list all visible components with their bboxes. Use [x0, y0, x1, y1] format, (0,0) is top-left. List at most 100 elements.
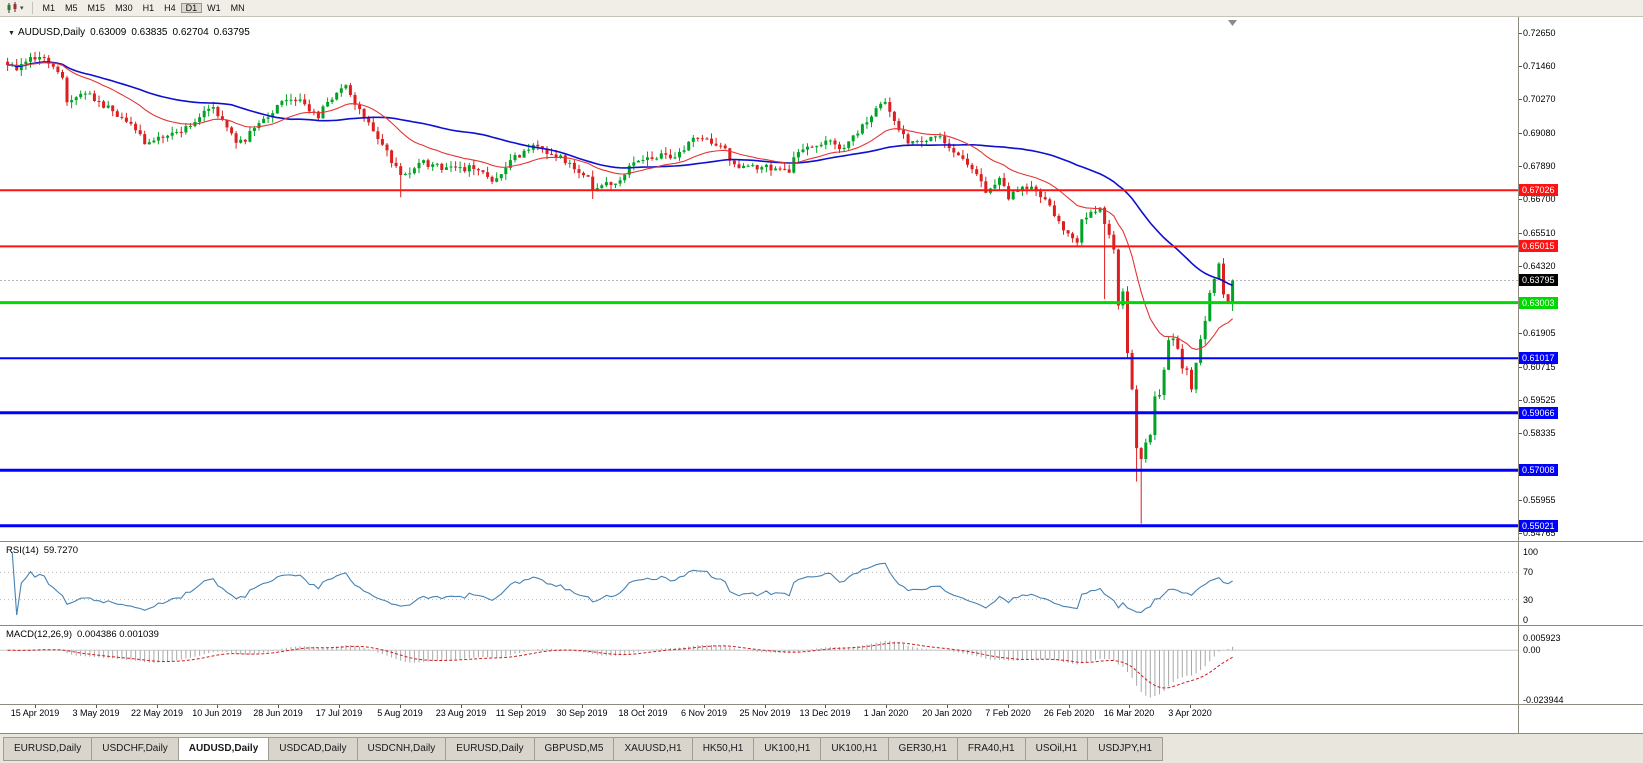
price-axis-tick: 0.69080	[1523, 128, 1556, 138]
date-axis-label: 26 Feb 2020	[1043, 708, 1095, 718]
price-axis-tick: 0.59525	[1523, 395, 1556, 405]
price-level-badge: 0.61017	[1519, 352, 1558, 364]
chart-tab-7-xauusd-h1[interactable]: XAUUSD,H1	[613, 736, 693, 761]
price-axis-tick-mark	[1519, 367, 1522, 368]
toolbar-separator	[31, 2, 33, 14]
dropdown-triangle-icon[interactable]: ▼	[8, 30, 15, 37]
rsi-line	[11, 551, 1233, 616]
ohlc-high: 0.63835	[131, 27, 168, 38]
date-axis-tick-mark	[400, 705, 401, 708]
ohlc-open: 0.63009	[90, 27, 127, 38]
date-axis-label: 15 Apr 2019	[10, 708, 60, 718]
timeframe-button-m5[interactable]: M5	[65, 3, 78, 13]
date-axis-label: 28 Jun 2019	[253, 708, 303, 718]
macd-name: MACD(12,26,9)	[6, 629, 72, 640]
price-axis-tick: 0.60715	[1523, 362, 1556, 372]
chart-shift-marker	[1228, 20, 1237, 26]
date-axis-tick-mark	[96, 705, 97, 708]
price-level-badge: 0.65015	[1519, 240, 1558, 252]
date-axis-tick-mark	[1190, 705, 1191, 708]
rsi-name: RSI(14)	[6, 545, 39, 556]
timeframe-button-m1[interactable]: M1	[42, 3, 56, 13]
price-axis-tick-mark	[1519, 199, 1522, 200]
date-axis-label: 16 Mar 2020	[1103, 708, 1155, 718]
macd-axis-tick: 0.005923	[1523, 633, 1561, 643]
date-axis-tick-mark	[157, 705, 158, 708]
macd-label: MACD(12,26,9) 0.004386 0.001039	[6, 629, 164, 640]
timeframe-button-m15[interactable]: M15	[87, 3, 106, 13]
price-level-badge: 0.67026	[1519, 184, 1558, 196]
chart-tab-9-uk100-h1[interactable]: UK100,H1	[753, 736, 822, 761]
date-axis-tick-mark	[1129, 705, 1130, 708]
date-axis-label: 20 Jan 2020	[922, 708, 972, 718]
candlestick-glyph	[7, 2, 17, 13]
chart-tab-3-usdcad-daily[interactable]: USDCAD,Daily	[268, 736, 358, 761]
date-axis-label: 1 Jan 2020	[863, 708, 909, 718]
candlestick-chart-icon[interactable]: ▾	[3, 0, 27, 16]
date-axis-tick-mark	[278, 705, 279, 708]
price-axis-tick: 0.64320	[1523, 261, 1556, 271]
date-axis-tick-mark	[35, 705, 36, 708]
macd-value: 0.004386 0.001039	[77, 629, 159, 640]
date-axis-tick-mark	[947, 705, 948, 708]
date-axis-label: 25 Nov 2019	[739, 708, 791, 718]
chart-symbol-label: AUDUSD,Daily	[17, 27, 86, 38]
date-axis-tick-mark	[886, 705, 887, 708]
rsi-axis-tick: 30	[1523, 595, 1534, 605]
timeframe-button-group: M1 M5 M15 M30 H1 H4 D1 W1 MN	[38, 0, 250, 16]
price-axis-tick-mark	[1519, 533, 1522, 534]
pane-separator[interactable]	[0, 541, 1643, 542]
date-axis-label: 6 Nov 2019	[680, 708, 728, 718]
chart-tab-12-fra40-h1[interactable]: FRA40,H1	[956, 736, 1026, 761]
price-axis-tick: 0.58335	[1523, 428, 1556, 438]
horizontal-level-lines	[0, 189, 1518, 528]
chart-tab-8-hk50-h1[interactable]: HK50,H1	[691, 736, 755, 761]
date-axis-tick-mark	[825, 705, 826, 708]
price-axis-tick: 0.70270	[1523, 94, 1556, 104]
timeframe-button-mn[interactable]: MN	[230, 3, 245, 13]
macd-indicator-pane[interactable]	[0, 626, 1518, 704]
price-axis-tick: 0.66700	[1523, 194, 1556, 204]
rsi-indicator-pane[interactable]	[0, 542, 1518, 625]
ma-fast-line	[7, 62, 1233, 350]
timeframe-button-h4[interactable]: H4	[164, 3, 176, 13]
chart-tab-0-eurusd-daily[interactable]: EURUSD,Daily	[3, 736, 93, 761]
date-axis-label: 23 Aug 2019	[435, 708, 487, 718]
chart-tab-6-gbpusd-m5[interactable]: GBPUSD,M5	[533, 736, 615, 761]
price-axis-tick: 0.55955	[1523, 495, 1556, 505]
timeframe-button-w1[interactable]: W1	[207, 3, 221, 13]
timeframe-button-m30[interactable]: M30	[115, 3, 133, 13]
chart-tab-1-usdchf-daily[interactable]: USDCHF,Daily	[91, 736, 179, 761]
chart-tab-11-ger30-h1[interactable]: GER30,H1	[887, 736, 958, 761]
date-axis-label: 7 Feb 2020	[985, 708, 1031, 718]
price-axis-tick: 0.71460	[1523, 61, 1556, 71]
price-axis-tick-mark	[1519, 433, 1522, 434]
price-axis-border	[1518, 17, 1519, 734]
price-axis-tick-mark	[1519, 99, 1522, 100]
chart-tab-10-uk100-h1[interactable]: UK100,H1	[820, 736, 889, 761]
price-axis-tick-mark	[1519, 266, 1522, 267]
chart-tab-2-audusd-daily[interactable]: AUDUSD,Daily	[177, 736, 270, 761]
timeframe-button-h1[interactable]: H1	[142, 3, 155, 13]
price-chart-pane[interactable]	[0, 17, 1518, 542]
chart-ohlc-readout: ▼ AUDUSD,Daily 0.63009 0.63835 0.62704 0.6379…	[8, 27, 255, 38]
rsi-value: 59.7270	[43, 545, 79, 556]
timeframe-button-d1[interactable]: D1	[180, 3, 203, 13]
macd-axis-tick: -0.023944	[1523, 695, 1564, 705]
chart-tab-5-eurusd-daily[interactable]: EURUSD,Daily	[445, 736, 535, 761]
rsi-label: RSI(14) 59.7270	[6, 545, 83, 556]
date-axis-label: 13 Dec 2019	[799, 708, 851, 718]
date-axis-label: 17 Jul 2019	[315, 708, 363, 718]
chart-tab-14-usdjpy-h1[interactable]: USDJPY,H1	[1087, 736, 1164, 761]
price-level-badge: 0.63003	[1519, 297, 1558, 309]
date-axis-tick-mark	[1069, 705, 1070, 708]
pane-separator[interactable]	[0, 625, 1643, 626]
price-axis-tick-mark	[1519, 133, 1522, 134]
chevron-down-icon: ▾	[20, 5, 24, 12]
chart-tab-4-usdcnh-daily[interactable]: USDCNH,Daily	[356, 736, 447, 761]
price-axis-tick-mark	[1519, 166, 1522, 167]
toolbar: ▾ M1 M5 M15 M30 H1 H4 D1 W1 MN	[0, 0, 1643, 17]
chart-tab-13-usoil-h1[interactable]: USOil,H1	[1024, 736, 1089, 761]
ohlc-low: 0.62704	[172, 27, 209, 38]
